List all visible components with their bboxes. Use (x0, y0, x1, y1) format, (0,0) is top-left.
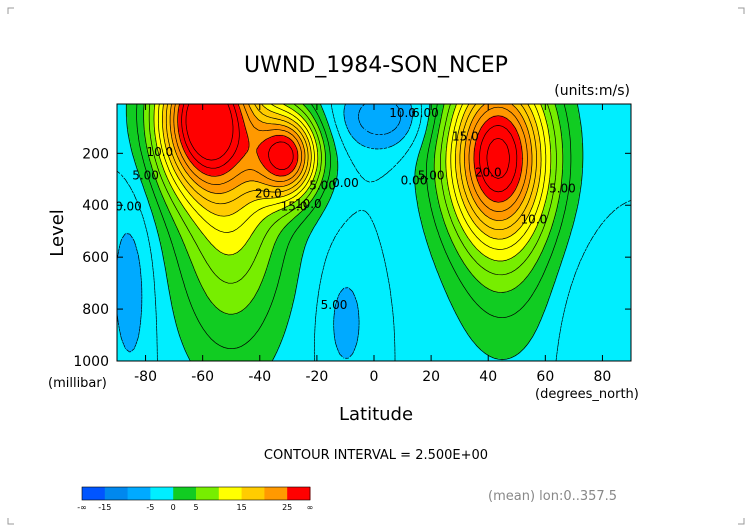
contour-label: 0.00 (401, 173, 428, 187)
contour-line (157, 104, 547, 250)
y-tick-label: 800 (82, 302, 109, 318)
contour-labels: 10.05.000.0020.015.010.05.000.005.0010.0… (115, 106, 576, 312)
contour-label: 5.00 (132, 168, 159, 182)
contour-line (117, 104, 631, 361)
y-tick-label: 200 (82, 146, 109, 162)
x-axis: -80 -60 -40 -20 0 20 40 60 80 (134, 104, 611, 385)
y-axis-label: Level (47, 209, 68, 257)
contour-line (177, 104, 523, 203)
colorbar-frame (81, 486, 311, 501)
contour-line (173, 104, 528, 212)
units-label: (units:m/s) (554, 83, 630, 99)
colorbar-tick-label: ∞ (307, 503, 314, 512)
contour-label: 0.00 (332, 176, 359, 190)
colorbar-tick-label: -15 (98, 503, 111, 512)
colorbar-tick-label: 5 (193, 503, 198, 512)
contour-line (136, 104, 572, 350)
x-tick-label: 40 (479, 369, 497, 385)
contour-line (185, 104, 510, 179)
contour-label: 10.0 (389, 106, 416, 120)
colorbar-tick-label: 0 (171, 503, 176, 512)
y-tick-label: 400 (82, 198, 109, 214)
contour-label: 20.0 (255, 186, 282, 200)
contour-label: 5.00 (321, 298, 348, 312)
x-tick-label: -20 (305, 369, 328, 385)
colorbar-segment (218, 487, 243, 500)
contour-label: 5.00 (549, 181, 576, 195)
x-axis-label: Latitude (339, 404, 413, 425)
contour-line (117, 104, 413, 359)
colorbar: -∞ -15 -5 0 5 15 25 ∞ (77, 486, 314, 512)
contour-line (143, 104, 564, 315)
x-tick-label: 80 (594, 369, 612, 385)
filled-contours (117, 104, 631, 361)
contour-label: 15.0 (452, 129, 479, 143)
contour-label: 5.00 (309, 179, 336, 193)
crop-marks (7, 7, 745, 525)
contour-label: 20.0 (475, 166, 502, 180)
colorbar-segment (82, 487, 106, 500)
plot-area: 10.05.000.0020.015.010.05.000.005.0010.0… (115, 103, 632, 362)
x-tick-label: -80 (134, 369, 157, 385)
contour-line (153, 104, 552, 262)
contour-label: 10.0 (295, 197, 322, 211)
contour-line (165, 104, 537, 231)
contour-interval-text: CONTOUR INTERVAL = 2.500E+00 (264, 448, 488, 463)
colorbar-tick-label: -5 (146, 503, 154, 512)
contour-label: 5.00 (418, 168, 445, 182)
x-tick-label: 20 (422, 369, 440, 385)
colorbar-segment (196, 487, 220, 500)
x-unit-label: (degrees_north) (535, 387, 639, 402)
colorbar-segment (173, 487, 197, 500)
contour-line (358, 104, 402, 136)
colorbar-tick-label: -∞ (77, 503, 87, 512)
contour-label: 0.00 (115, 199, 142, 213)
colorbar-segment (104, 487, 129, 500)
contour-line (148, 104, 557, 284)
colorbar-segment (287, 487, 311, 500)
y-axis: 200 400 600 800 1000 (73, 146, 631, 370)
colorbar-segment (150, 487, 174, 500)
chart-title: UWND_1984-SON_NCEP (244, 53, 508, 78)
contour-line (181, 104, 518, 193)
x-tick-label: 0 (370, 369, 379, 385)
y-unit-label: (millibar) (48, 376, 107, 391)
contour-line (125, 104, 584, 361)
contour-label: 10.0 (521, 212, 548, 226)
averaging-text: (mean) lon:0..357.5 (488, 489, 617, 504)
colorbar-tick-label: 15 (237, 503, 247, 512)
colorbar-segment (241, 487, 265, 500)
y-tick-label: 1000 (73, 354, 109, 370)
colorbar-tick-label: 25 (282, 503, 292, 512)
contour-label: 10.0 (146, 145, 173, 159)
colorbar-segment (127, 487, 151, 500)
contour-line (162, 104, 542, 240)
contour-lines (117, 104, 631, 361)
y-tick-label: 600 (82, 250, 109, 266)
colorbar-segment (264, 487, 288, 500)
contour-line (169, 104, 533, 222)
contour-label: 6.00 (412, 106, 439, 120)
x-tick-label: 60 (536, 369, 554, 385)
contour-label: 15.0 (281, 199, 308, 213)
x-tick-label: -40 (248, 369, 271, 385)
x-tick-label: -60 (191, 369, 214, 385)
